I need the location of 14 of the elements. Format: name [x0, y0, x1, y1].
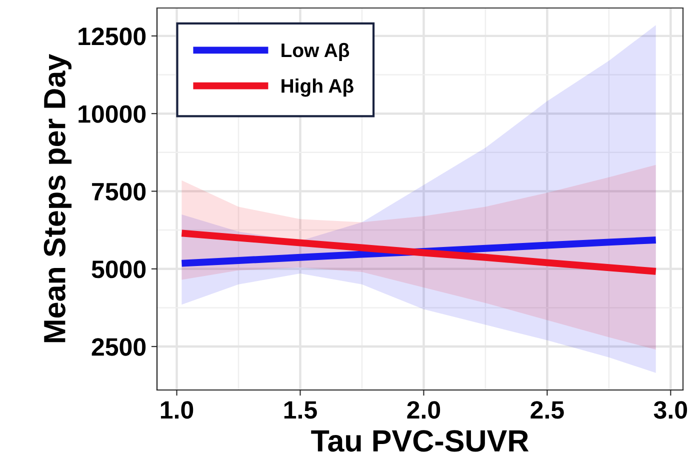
x-tick-label: 3.0 [654, 401, 688, 419]
x-tick-label: 2.5 [530, 401, 564, 419]
y-tick-label: 10000 [78, 105, 146, 123]
x-tick-label: 2.0 [407, 401, 440, 419]
y-tick-label: 7500 [92, 182, 146, 201]
x-tick-label: 1.0 [160, 401, 194, 419]
legend-label: Low Aβ [282, 42, 350, 62]
y-tick-label: 12500 [78, 28, 146, 46]
x-axis-title: Tau PVC-SUVR [311, 430, 529, 452]
legend-label: High Aβ [282, 78, 354, 97]
y-tick-label: 2500 [92, 338, 146, 356]
y-axis-title: Mean Steps per Day [44, 54, 72, 342]
x-tick-label: 1.5 [284, 401, 317, 419]
y-tick-label: 5000 [92, 260, 146, 278]
